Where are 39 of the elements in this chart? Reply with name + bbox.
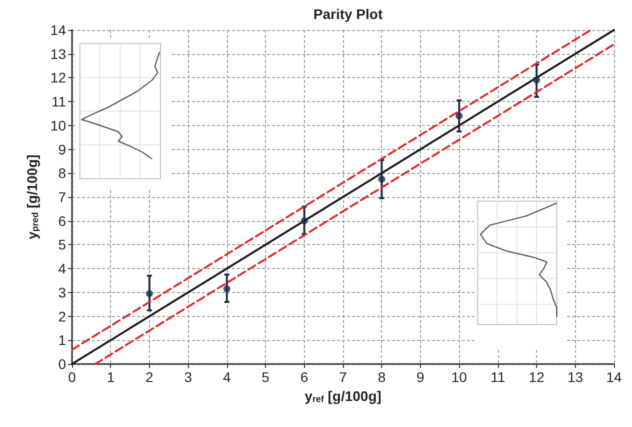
x-tick-label: 11 — [490, 369, 506, 385]
x-tick-label: 3 — [184, 369, 192, 385]
y-tick-label: 14 — [50, 22, 66, 38]
point — [223, 285, 230, 292]
x-tick-label: 7 — [339, 369, 348, 385]
y-axis-title: ypred [g/100g] — [24, 154, 40, 240]
x-axis-title: yref [g/100g] — [304, 388, 382, 404]
y-tick-label: 8 — [58, 165, 66, 182]
x-tick-label: 14 — [606, 369, 622, 385]
point — [300, 217, 308, 224]
y-tick-label: 7 — [58, 189, 66, 205]
y-tick-label: 6 — [58, 212, 66, 229]
x-tick-label: 5 — [262, 369, 270, 385]
x-tick-label: 8 — [378, 369, 386, 385]
x-tick-label: 9 — [416, 369, 425, 385]
point — [378, 176, 386, 183]
y-tick-label: 11 — [51, 94, 66, 110]
x-tick-label: 0 — [68, 369, 76, 385]
point — [533, 76, 540, 84]
y-tick-label: 3 — [58, 284, 66, 300]
y-tick-label: 9 — [58, 141, 66, 158]
x-tick-label: 1 — [106, 369, 115, 385]
point — [456, 112, 463, 120]
x-tick-label: 13 — [567, 369, 584, 385]
y-tick-label: 13 — [50, 46, 66, 62]
x-tick-label: 10 — [451, 369, 468, 385]
y-tick-label: 10 — [50, 117, 66, 134]
x-tick-label: 2 — [146, 369, 154, 385]
y-tick-label: 1 — [58, 332, 66, 348]
x-tick-label: 6 — [300, 369, 308, 385]
x-tick-label: 4 — [222, 369, 231, 385]
y-tick-label: 0 — [58, 356, 66, 372]
chart-title: Parity Plot — [313, 6, 383, 22]
point — [146, 290, 153, 298]
y-tick-label: 4 — [58, 260, 66, 277]
x-tick-label: 12 — [528, 369, 545, 385]
y-tick-label: 2 — [58, 308, 66, 324]
y-tick-label: 5 — [58, 236, 66, 253]
y-tick-label: 12 — [50, 70, 66, 86]
